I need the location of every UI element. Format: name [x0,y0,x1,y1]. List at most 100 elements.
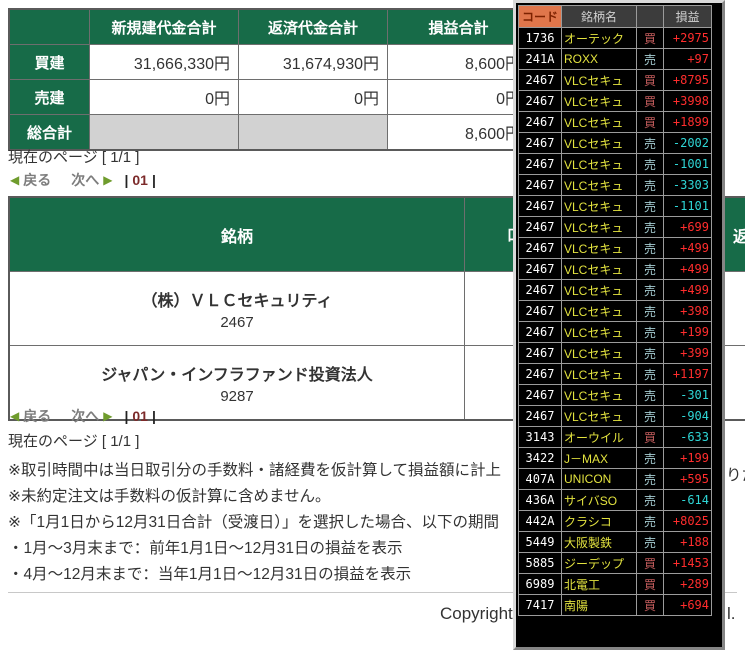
back-arrow-icon[interactable]: ◀ [10,173,20,187]
quote-row[interactable]: 2467 VLCセキュ 売 +699 [518,216,712,238]
quote-pl: -614 [663,489,712,511]
quote-side: 売 [636,468,664,490]
quote-row[interactable]: 3422 J－MAX 売 +199 [518,447,712,469]
quote-code: 2467 [518,405,562,427]
quote-code: 2467 [518,363,562,385]
summary-row-long: 買建 31,666,330円 31,674,930円 8,600円 [8,44,531,80]
summary-cell-disabled [89,114,239,151]
quote-row[interactable]: 2467 VLCセキュ 買 +3998 [518,90,712,112]
back-link[interactable]: 戻る [23,408,52,424]
quote-pl: +699 [663,216,712,238]
summary-row-short: 売建 0円 0円 0円 [8,79,531,115]
next-arrow-icon[interactable]: ▶ [103,409,113,423]
quote-pl: +499 [663,237,712,259]
quote-pl: +199 [663,321,712,343]
quote-side: 売 [636,363,664,385]
quote-header-side [636,5,664,28]
quote-name: VLCセキュ [561,300,637,322]
quote-row[interactable]: 2467 VLCセキュ 買 +1899 [518,111,712,133]
quote-name: VLCセキュ [561,405,637,427]
quote-name: VLCセキュ [561,153,637,175]
quote-pl: -301 [663,384,712,406]
quote-pl: +199 [663,447,712,469]
quote-side: 買 [636,594,664,616]
quote-code: 2467 [518,69,562,91]
quote-name: J－MAX [561,447,637,469]
quote-name: UNICON [561,468,637,490]
quote-row[interactable]: 2467 VLCセキュ 売 -1001 [518,153,712,175]
quote-name: VLCセキュ [561,342,637,364]
quote-pl: +499 [663,258,712,280]
next-link[interactable]: 次へ [71,408,100,424]
quote-side: 売 [636,237,664,259]
quote-row[interactable]: 442A クラシコ 売 +8025 [518,510,712,532]
quote-side: 買 [636,27,664,49]
quote-header-name: 銘柄名 [561,5,637,28]
quote-pl: +1197 [663,363,712,385]
quote-row[interactable]: 2467 VLCセキュ 売 +499 [518,237,712,259]
quote-code: 2467 [518,90,562,112]
quote-code: 2467 [518,153,562,175]
quote-row[interactable]: 241A ROXX 売 +97 [518,48,712,70]
quote-side: 売 [636,321,664,343]
quote-row[interactable]: 2467 VLCセキュ 売 -904 [518,405,712,427]
summary-row-label: 買建 [8,44,90,80]
quote-name: VLCセキュ [561,279,637,301]
quote-side: 売 [636,258,664,280]
quote-table-body: 1736 オーテック 買 +2975 241A ROXX 売 +97 2467 … [518,27,712,616]
page-number[interactable]: 01 [132,172,148,188]
quote-code: 2467 [518,279,562,301]
quote-pl: -1101 [663,195,712,217]
back-link[interactable]: 戻る [23,172,52,188]
quote-code: 2467 [518,195,562,217]
quote-row[interactable]: 5449 大阪製鉄 売 +188 [518,531,712,553]
summary-header-new-total: 新規建代金合計 [89,8,239,45]
quote-code: 2467 [518,216,562,238]
quote-pl: -1001 [663,153,712,175]
quote-row[interactable]: 2467 VLCセキュ 売 +398 [518,300,712,322]
summary-header-empty [8,8,90,45]
back-arrow-icon[interactable]: ◀ [10,409,20,423]
page-number[interactable]: 01 [132,408,148,424]
copyright-text-tail: l. [727,604,736,623]
quote-row[interactable]: 1736 オーテック 買 +2975 [518,27,712,49]
quote-row[interactable]: 2467 VLCセキュ 売 -301 [518,384,712,406]
quote-name: VLCセキュ [561,384,637,406]
quote-row[interactable]: 2467 VLCセキュ 売 +199 [518,321,712,343]
quote-side: 売 [636,48,664,70]
summary-cell: 0円 [238,79,388,115]
quote-row[interactable]: 436A サイバSO 売 -614 [518,489,712,511]
quote-code: 3143 [518,426,562,448]
quote-code: 5449 [518,531,562,553]
note-line: ・1月～3月末まで：前年1月1日～12月31日の損益を表示 [8,540,403,557]
quote-code: 241A [518,48,562,70]
quote-name: VLCセキュ [561,174,637,196]
quote-row[interactable]: 2467 VLCセキュ 売 +399 [518,342,712,364]
quote-code: 2467 [518,342,562,364]
quote-pl: -904 [663,405,712,427]
next-arrow-icon[interactable]: ▶ [103,173,113,187]
quote-row[interactable]: 2467 VLCセキュ 売 -1101 [518,195,712,217]
quote-row[interactable]: 7417 南陽 買 +694 [518,594,712,616]
quote-row[interactable]: 3143 オーウイル 買 -633 [518,426,712,448]
copyright-text: Copyright [440,604,513,623]
quote-row[interactable]: 2467 VLCセキュ 売 -3303 [518,174,712,196]
summary-cell: 31,674,930円 [238,44,388,80]
quote-panel: コード 銘柄名 損益 1736 オーテック 買 +2975 241A ROXX … [513,0,725,650]
summary-row-label: 売建 [8,79,90,115]
quote-row[interactable]: 2467 VLCセキュ 売 +499 [518,279,712,301]
notes-block: ※取引時間中は当日取引分の手数料・諸経費を仮計算して損益額に計上 ※未約定注文は… [8,458,501,588]
quote-row[interactable]: 2467 VLCセキュ 売 +499 [518,258,712,280]
quote-name: 北電工 [561,573,637,595]
quote-row[interactable]: 6989 北電工 買 +289 [518,573,712,595]
next-link[interactable]: 次へ [71,172,100,188]
quote-row[interactable]: 2467 VLCセキュ 買 +8795 [518,69,712,91]
quote-name: VLCセキュ [561,90,637,112]
quote-row[interactable]: 5885 ジーデップ 買 +1453 [518,552,712,574]
quote-row[interactable]: 407A UNICON 売 +595 [518,468,712,490]
quote-pl: +399 [663,342,712,364]
quote-code: 7417 [518,594,562,616]
quote-pl: +188 [663,531,712,553]
quote-row[interactable]: 2467 VLCセキュ 売 -2002 [518,132,712,154]
quote-row[interactable]: 2467 VLCセキュ 売 +1197 [518,363,712,385]
